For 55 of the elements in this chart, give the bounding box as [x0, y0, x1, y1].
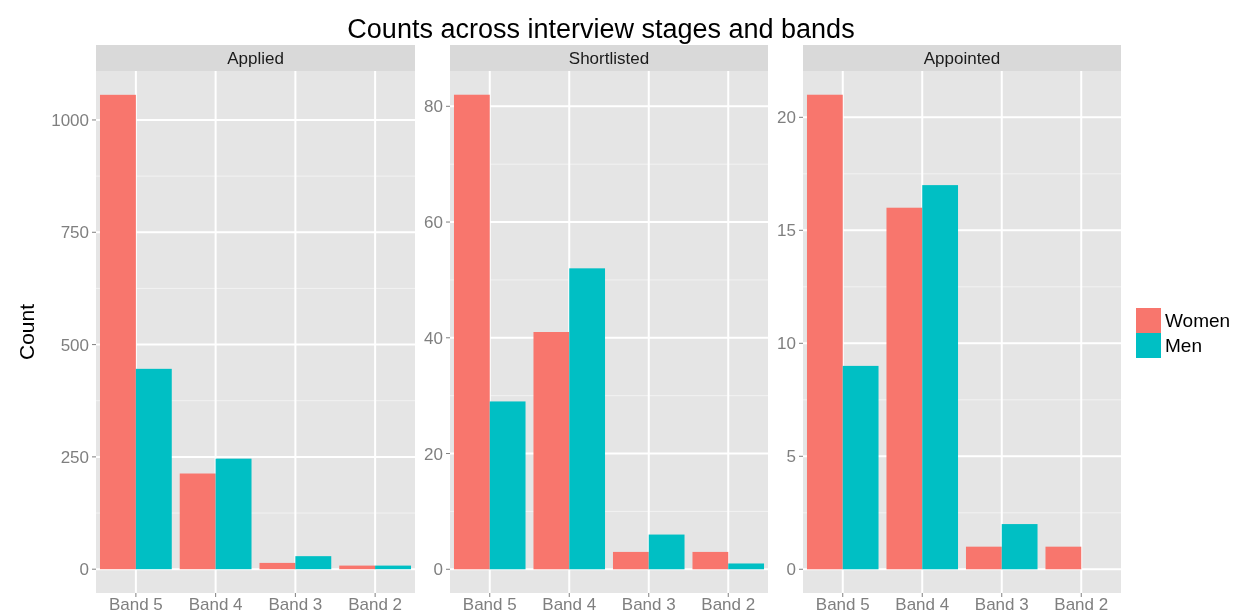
bar	[728, 563, 765, 570]
x-tick-label: Band 3	[268, 595, 323, 612]
bar	[692, 551, 729, 570]
y-tick-label: 10	[777, 334, 796, 354]
bar	[295, 556, 332, 570]
bar	[922, 185, 959, 570]
bar	[806, 94, 843, 570]
y-tick-label: 0	[433, 560, 443, 580]
x-tick-label: Band 4	[188, 595, 243, 612]
x-tick-label: Band 2	[1054, 595, 1109, 612]
bar	[648, 534, 685, 570]
bar	[1045, 546, 1082, 570]
legend-label: Men	[1165, 335, 1202, 356]
bar	[215, 458, 252, 570]
bar	[259, 562, 296, 570]
bar	[612, 551, 649, 570]
y-tick-label: 60	[424, 213, 443, 233]
bar	[135, 368, 172, 570]
bar	[99, 94, 136, 570]
chart-subtitle: Appointed	[923, 49, 1001, 68]
y-tick-label: 750	[60, 223, 89, 243]
x-tick-label: Band 4	[895, 595, 950, 612]
chart-subtitle: Shortlisted	[568, 49, 650, 68]
y-tick-label: 15	[777, 221, 796, 241]
bar	[489, 401, 526, 570]
bar	[453, 94, 490, 570]
x-tick-label: Band 2	[348, 595, 403, 612]
y-tick-label: 0	[79, 560, 89, 580]
y-tick-label: 20	[424, 444, 443, 464]
bar	[569, 268, 606, 570]
bar	[533, 332, 570, 570]
bar	[842, 365, 879, 570]
text: Counts across interview stages and bands	[347, 14, 855, 44]
y-tick-label: 20	[777, 108, 796, 128]
x-tick-label: Band 5	[815, 595, 870, 612]
x-tick-label: Band 2	[701, 595, 756, 612]
bar	[965, 546, 1002, 570]
y-tick-label: 40	[424, 328, 443, 348]
bar	[886, 207, 923, 570]
y-tick-label: 250	[60, 447, 89, 467]
chart-subtitle: Applied	[227, 49, 284, 68]
x-tick-label: Band 3	[974, 595, 1029, 612]
y-tick-label: 500	[60, 335, 89, 355]
bar	[1001, 524, 1038, 570]
x-tick-label: Band 4	[542, 595, 597, 612]
bar	[179, 473, 216, 570]
y-tick-label: 5	[786, 447, 796, 467]
x-tick-label: Band 3	[621, 595, 676, 612]
x-tick-label: Band 5	[108, 595, 163, 612]
y-axis-title: Count	[15, 303, 38, 361]
y-tick-label: 80	[424, 97, 443, 117]
y-tick-label: 1000	[51, 110, 89, 130]
legend-label: Women	[1165, 310, 1231, 331]
y-tick-label: 0	[786, 560, 796, 580]
x-tick-label: Band 5	[462, 595, 517, 612]
